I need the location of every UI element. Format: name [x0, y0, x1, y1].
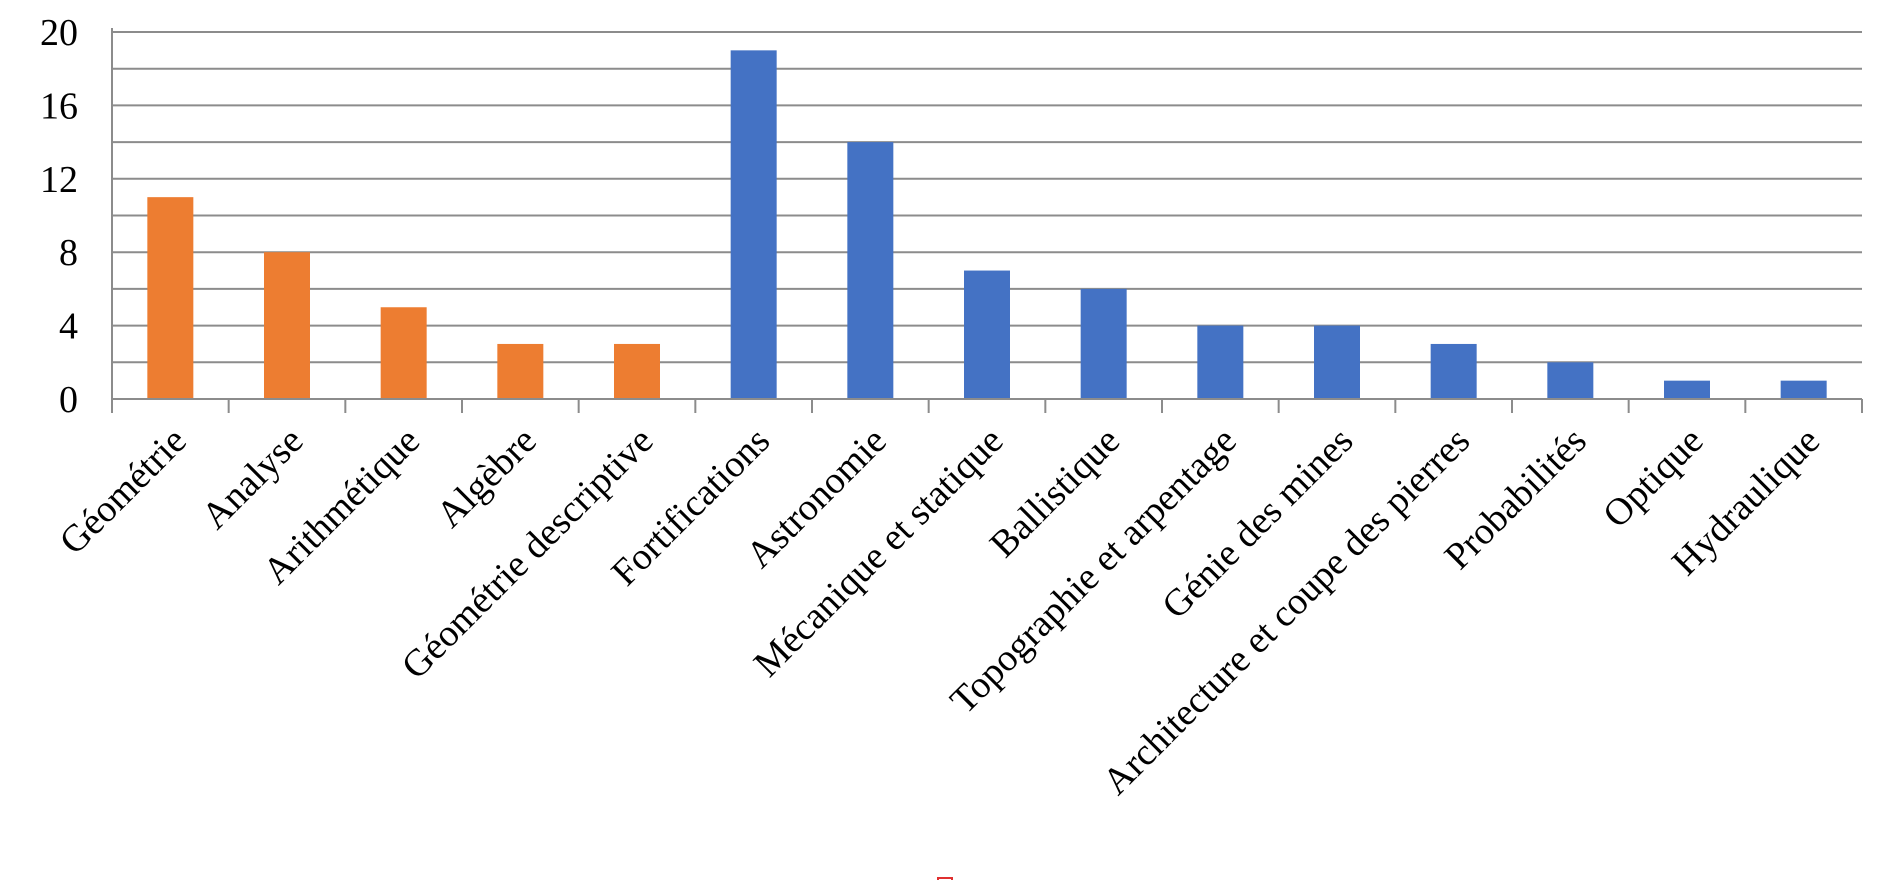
bar	[1664, 380, 1710, 399]
bar	[1430, 343, 1477, 399]
y-tick-label: 0	[59, 379, 78, 421]
bar	[1197, 325, 1244, 399]
y-tick-label: 8	[59, 232, 78, 274]
bar	[1314, 325, 1360, 399]
x-category-label: Algèbre	[428, 420, 544, 536]
bar-layer	[147, 50, 1827, 399]
legend-marker	[937, 877, 953, 880]
y-tick-label: 12	[40, 159, 78, 201]
bar	[730, 50, 777, 399]
x-category-label: Optique	[1595, 420, 1711, 536]
bar	[497, 343, 544, 399]
bar	[1547, 362, 1594, 399]
bar	[147, 197, 194, 399]
y-tick-label: 16	[40, 85, 78, 127]
x-category-label: Analyse	[194, 420, 312, 538]
x-category-label: Géométrie	[52, 420, 195, 563]
bar	[614, 343, 660, 399]
y-tick-label: 20	[40, 12, 78, 54]
bar	[847, 142, 894, 399]
bar	[264, 252, 310, 399]
bar	[380, 307, 427, 399]
bar	[1080, 288, 1127, 399]
axis-layer	[111, 28, 1863, 413]
y-tick-label: 4	[59, 306, 78, 348]
bar	[964, 270, 1010, 399]
bar	[1780, 380, 1827, 399]
